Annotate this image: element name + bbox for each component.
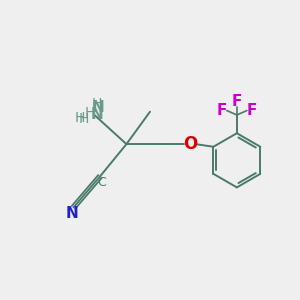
- Text: H: H: [85, 106, 95, 120]
- Text: H: H: [79, 112, 89, 126]
- Text: F: F: [216, 103, 227, 118]
- Text: N: N: [91, 106, 103, 122]
- Text: H: H: [74, 111, 85, 124]
- Text: N: N: [92, 100, 105, 115]
- Text: C: C: [97, 176, 106, 190]
- Text: F: F: [247, 103, 257, 118]
- Text: F: F: [232, 94, 242, 109]
- Text: O: O: [183, 135, 197, 153]
- Text: H: H: [92, 97, 102, 111]
- Text: N: N: [66, 206, 78, 221]
